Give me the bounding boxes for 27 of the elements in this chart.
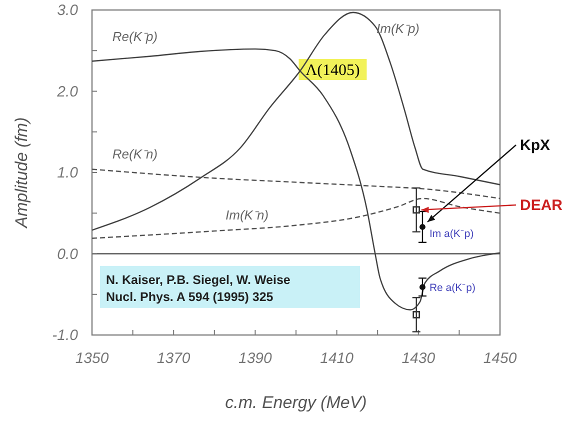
x-tick-label: 1450 — [483, 350, 518, 367]
text: KpX — [520, 137, 550, 154]
y-tick-label: 3.0 — [57, 2, 79, 19]
annotation: Re a(K⁻p) — [429, 282, 476, 294]
line-series — [91, 168, 501, 200]
x-axis-title: c.m. Energy (MeV) — [225, 393, 367, 412]
series-label: Re(K⁻n) — [112, 146, 158, 162]
y-axis-title: Amplitude (fm) — [12, 117, 31, 229]
x-tick-label: 1430 — [402, 350, 436, 367]
y-tick-label: 0.0 — [57, 246, 79, 263]
y-tick-label: 2.0 — [56, 83, 79, 100]
y-tick-label: -1.0 — [52, 327, 79, 344]
x-tick-label: 1410 — [320, 350, 354, 367]
y-tick-label: 1.0 — [57, 164, 79, 182]
text: DEAR — [520, 197, 563, 214]
annotation: Λ(1405) — [306, 62, 360, 79]
citation-box: N. Kaiser, P.B. Siegel, W. Weise Nucl. Phys. A 594 (1995) 325 — [100, 266, 360, 308]
series-label: Im(K⁻p) — [376, 20, 420, 36]
series-label: Im(K⁻n) — [226, 208, 269, 223]
x-tick-label: 1350 — [75, 350, 110, 367]
highlighted-label: Λ(1405) — [298, 59, 367, 80]
series-label: Re(K⁻p) — [112, 28, 158, 44]
x-tick-label: 1390 — [238, 350, 273, 367]
annotation: Im a(K⁻p) — [429, 228, 474, 240]
line-series — [91, 198, 501, 239]
x-tick-label: 1370 — [156, 350, 191, 367]
annotation: N. Kaiser, P.B. Siegel, W. Weise Nucl. Phys. A 594 (1995) 325 — [106, 272, 290, 304]
